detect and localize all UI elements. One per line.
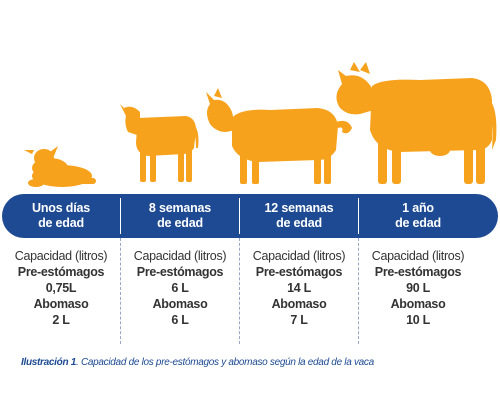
prestomach-value: 90 L (406, 281, 430, 295)
stage-label-line2: de edad (395, 216, 441, 230)
young-calf-icon (120, 104, 199, 182)
stage-label-line1: 1 año (402, 201, 434, 215)
capacity-heading: Capacidad (litros) (133, 249, 227, 263)
prestomach-label: Pre-estómagos (17, 265, 105, 279)
stage-label-2: 8 semanas de edad (121, 194, 239, 238)
prestomach-label: Pre-estómagos (255, 265, 343, 279)
banner-divider (358, 198, 359, 234)
abomasum-value: 2 L (52, 313, 70, 327)
prestomach-label: Pre-estómagos (136, 265, 224, 279)
capacity-heading: Capacidad (litros) (252, 249, 346, 263)
stage-capacity-column-4: Capacidad (litros) Pre-estómagos 90 L Ab… (359, 238, 477, 344)
stage-capacity-column-3: Capacidad (litros) Pre-estómagos 14 L Ab… (240, 238, 358, 344)
caption-prefix: Ilustración 1 (21, 357, 77, 368)
stage-label-4: 1 año de edad (359, 194, 477, 238)
stage-capacity-column-1: Capacidad (litros) Pre-estómagos 0,75L A… (2, 238, 120, 344)
prestomach-label: Pre-estómagos (374, 265, 462, 279)
animals-illustration (24, 62, 497, 187)
abomasum-value: 10 L (406, 313, 430, 327)
age-banner: Unos días de edad 8 semanas de edad 12 s… (2, 194, 498, 238)
banner-divider (120, 198, 121, 234)
prestomach-value: 6 L (171, 281, 189, 295)
stage-capacity-column-2: Capacidad (litros) Pre-estómagos 6 L Abo… (121, 238, 239, 344)
capacity-heading: Capacidad (litros) (371, 249, 465, 263)
stage-label-line2: de edad (276, 216, 322, 230)
abomasum-label: Abomaso (152, 297, 208, 311)
abomasum-value: 7 L (290, 313, 308, 327)
column-divider (239, 238, 240, 344)
figure-caption: Ilustración 1. Capacidad de los pre-estó… (21, 357, 374, 368)
caption-text: . Capacidad de los pre-estómagos y aboma… (76, 357, 374, 368)
prestomach-value: 14 L (287, 281, 311, 295)
column-divider (358, 238, 359, 344)
column-divider (120, 238, 121, 344)
capacity-heading: Capacidad (litros) (14, 249, 108, 263)
lying-calf-icon (24, 146, 96, 187)
stage-label-3: 12 semanas de edad (240, 194, 358, 238)
prestomach-value: 0,75L (45, 281, 77, 295)
banner-divider (239, 198, 240, 234)
stage-label-line1: 12 semanas (264, 201, 334, 215)
abomasum-label: Abomaso (33, 297, 89, 311)
stage-label-line1: 8 semanas (148, 201, 212, 215)
heifer-icon (206, 88, 352, 184)
abomasum-label: Abomaso (271, 297, 327, 311)
stage-label-line2: de edad (38, 216, 84, 230)
stage-label-line2: de edad (157, 216, 203, 230)
cow-icon (336, 62, 497, 184)
abomasum-label: Abomaso (390, 297, 446, 311)
abomasum-value: 6 L (171, 313, 189, 327)
stage-label-line1: Unos días (32, 201, 90, 215)
stage-label-1: Unos días de edad (2, 194, 120, 238)
